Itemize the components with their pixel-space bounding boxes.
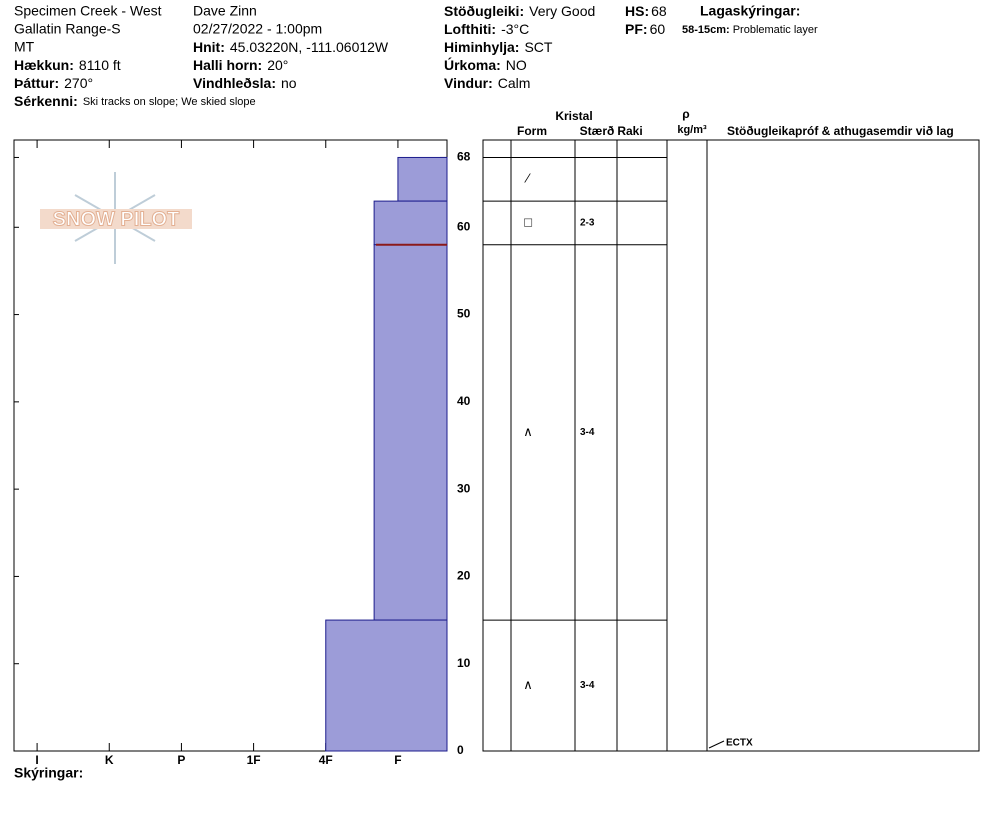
label: Hækkun: — [14, 57, 74, 73]
value: 68 — [651, 3, 667, 19]
x-tick-label: P — [177, 753, 185, 767]
label: Lofthiti: — [444, 21, 496, 37]
y-tick-label: 20 — [457, 569, 471, 583]
label: Þáttur: — [14, 75, 59, 91]
grain-size: 2-3 — [580, 218, 595, 229]
wind-loading: Vindhleðsla: no — [193, 75, 297, 91]
hardness-bar — [373, 200, 448, 246]
value: -3°C — [501, 21, 529, 37]
label: HS: — [625, 3, 649, 19]
header-moisture: Raki — [617, 124, 642, 138]
value: 60 — [650, 21, 666, 37]
value: 270° — [64, 75, 93, 91]
hardness-bar — [325, 619, 448, 752]
value: no — [281, 75, 297, 91]
aspect: Þáttur: 270° — [14, 75, 93, 91]
datetime: 02/27/2022 - 1:00pm — [193, 21, 322, 37]
label: Vindur: — [444, 75, 493, 91]
wind: Vindur: Calm — [444, 75, 530, 91]
y-tick-label: 0 — [457, 743, 464, 757]
logo: SNOW PILOT — [40, 172, 192, 264]
label: Stöðugleiki: — [444, 3, 524, 19]
air-temp: Lofthiti: -3°C — [444, 21, 529, 37]
location: MT — [14, 39, 35, 55]
value: 8110 ft — [79, 57, 121, 73]
hardness-bar — [397, 156, 448, 202]
header-size: Stærð — [580, 124, 615, 138]
hs: HS: 68 — [625, 3, 667, 19]
y-tick-label: 60 — [457, 219, 471, 233]
precip: Úrkoma: NO — [444, 56, 527, 73]
legend-title: Lagaskýringar: — [700, 3, 800, 19]
grain-form: □ — [524, 214, 532, 229]
pf: PF: 60 — [625, 21, 665, 37]
header-rho: ρ — [682, 107, 689, 121]
test-label: ECTX — [726, 738, 753, 749]
observer: Dave Zinn — [193, 3, 257, 19]
table-frame — [482, 139, 980, 752]
label: 58-15cm: — [682, 24, 730, 36]
stability: Stöðugleiki: Very Good — [444, 3, 595, 19]
slope: Halli horn: 20° — [193, 57, 288, 73]
value: 20° — [267, 57, 288, 73]
grain-form: ⁄ — [524, 171, 531, 186]
value: Ski tracks on slope; We skied slope — [83, 96, 256, 108]
elevation: Hækkun: 8110 ft — [14, 57, 121, 73]
hardness-bar — [373, 244, 448, 621]
label: Halli horn: — [193, 57, 262, 73]
footer: Skýringar: — [14, 765, 83, 781]
grain-size: 3-4 — [580, 427, 595, 438]
y-tick-label: 10 — [457, 656, 471, 670]
features: Sérkenni: Ski tracks on slope; We skied s… — [14, 93, 256, 109]
x-tick-label: I — [35, 753, 38, 767]
legend-entry: 58-15cm: Problematic layer — [682, 24, 818, 36]
label: Úrkoma: — [444, 56, 501, 73]
value: Very Good — [529, 3, 595, 19]
x-tick-label: K — [105, 753, 114, 767]
label: Sérkenni: — [14, 93, 78, 109]
header-form: Form — [517, 124, 547, 138]
sky: Himinhylja: SCT — [444, 39, 553, 55]
value: 45.03220N, -111.06012W — [230, 39, 389, 55]
x-tick-label: F — [394, 753, 401, 767]
label: Vindhleðsla: — [193, 75, 276, 91]
location: Gallatin Range-S — [14, 21, 121, 37]
value: NO — [506, 57, 527, 73]
x-tick-label: 4F — [319, 753, 333, 767]
coords: Hnit: 45.03220N, -111.06012W — [193, 39, 389, 55]
value: Calm — [498, 75, 531, 91]
label: PF: — [625, 21, 648, 37]
header-crystal: Kristal — [555, 109, 592, 123]
y-tick-label: 40 — [457, 394, 471, 408]
y-tick-label: 50 — [457, 307, 471, 321]
y-tick-label: 30 — [457, 481, 471, 495]
value: Problematic layer — [733, 24, 818, 36]
logo-text: SNOW PILOT — [53, 208, 180, 230]
header-density: kg/m³ — [677, 124, 707, 136]
header-comments: Stöðugleikapróf & athugasemdir við lag — [727, 124, 954, 138]
y-tick-label: 68 — [457, 150, 471, 164]
label: Hnit: — [193, 39, 225, 55]
value: SCT — [524, 39, 552, 55]
grain-form: ∧ — [523, 424, 533, 439]
grain-size: 3-4 — [580, 680, 595, 691]
label: Himinhylja: — [444, 39, 519, 55]
grain-form: ∧ — [523, 677, 533, 692]
x-tick-label: 1F — [247, 753, 261, 767]
test-arrow — [708, 740, 725, 749]
location: Specimen Creek - West — [14, 3, 162, 19]
